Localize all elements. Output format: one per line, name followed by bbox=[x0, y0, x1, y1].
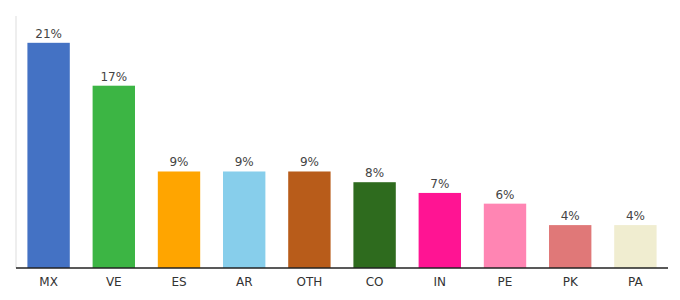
x-tick-label: IN bbox=[434, 275, 447, 289]
chart-container: 21% MX 17% VE 9% ES 9% AR 9% OTH 8% CO 7% IN 6% PE 4% PK 4… bbox=[0, 0, 680, 300]
x-tick-label: AR bbox=[236, 275, 253, 289]
bars bbox=[27, 43, 656, 268]
x-tick-label: ES bbox=[171, 275, 186, 289]
data-label: 6% bbox=[495, 188, 514, 202]
data-label: 4% bbox=[561, 209, 580, 223]
x-tick-label: VE bbox=[106, 275, 122, 289]
labels: 21% MX 17% VE 9% ES 9% AR 9% OTH 8% CO 7% IN 6% PE 4% PK 4… bbox=[35, 27, 645, 289]
bar bbox=[614, 225, 656, 268]
chart: 21% MX 17% VE 9% ES 9% AR 9% OTH 8% CO 7% IN 6% PE 4% PK 4… bbox=[0, 0, 680, 300]
data-label: 21% bbox=[35, 27, 62, 41]
x-tick-label: MX bbox=[39, 275, 58, 289]
data-label: 9% bbox=[235, 155, 254, 169]
bar bbox=[288, 171, 330, 268]
bar bbox=[158, 171, 200, 268]
data-label: 9% bbox=[300, 155, 319, 169]
bar bbox=[549, 225, 591, 268]
x-tick-label: PE bbox=[498, 275, 513, 289]
data-label: 8% bbox=[365, 166, 384, 180]
bar bbox=[484, 204, 526, 268]
data-label: 9% bbox=[169, 155, 188, 169]
data-label: 17% bbox=[100, 70, 127, 84]
data-label: 4% bbox=[626, 209, 645, 223]
bar bbox=[223, 171, 265, 268]
x-tick-label: PK bbox=[563, 275, 579, 289]
bar bbox=[353, 182, 395, 268]
x-tick-label: OTH bbox=[296, 275, 322, 289]
data-label: 7% bbox=[430, 177, 449, 191]
x-tick-label: PA bbox=[628, 275, 643, 289]
y-axis-line bbox=[16, 16, 17, 268]
x-tick-label: CO bbox=[366, 275, 384, 289]
bar bbox=[27, 43, 69, 268]
bar bbox=[419, 193, 461, 268]
bar bbox=[93, 86, 135, 268]
x-axis-line bbox=[16, 267, 668, 269]
